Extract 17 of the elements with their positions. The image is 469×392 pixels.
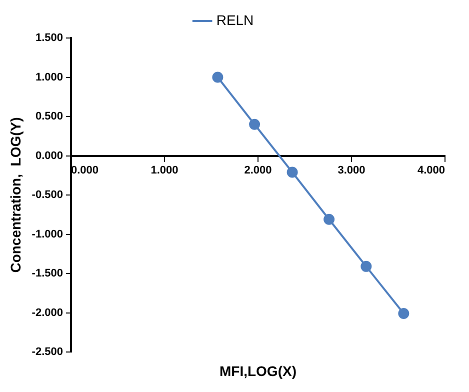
y-tick-label: -0.500 [32, 189, 63, 202]
x-tick-label: 4.000 [417, 164, 445, 176]
x-tick-label: 0.000 [70, 164, 99, 176]
x-tick-label: 3.000 [338, 164, 366, 176]
y-tick-label: 0.000 [35, 150, 63, 162]
y-tick-label: -2.500 [32, 346, 63, 358]
x-tick-label: 2.000 [244, 164, 272, 176]
x-axis-title: MFI,LOG(X) [219, 362, 296, 379]
y-tick-label: -1.000 [32, 228, 63, 240]
y-tick-label: 0.500 [35, 110, 63, 123]
y-tick-label: -2.000 [32, 306, 63, 319]
legend-label: RELN [216, 12, 254, 28]
y-tick-label: 1.000 [35, 71, 63, 84]
x-tick-label: 1.000 [150, 164, 178, 176]
y-axis-title: Concentration, LOG(Y) [7, 117, 24, 273]
y-tick-label: -1.500 [32, 268, 63, 280]
y-tick-label: 1.500 [35, 32, 63, 44]
